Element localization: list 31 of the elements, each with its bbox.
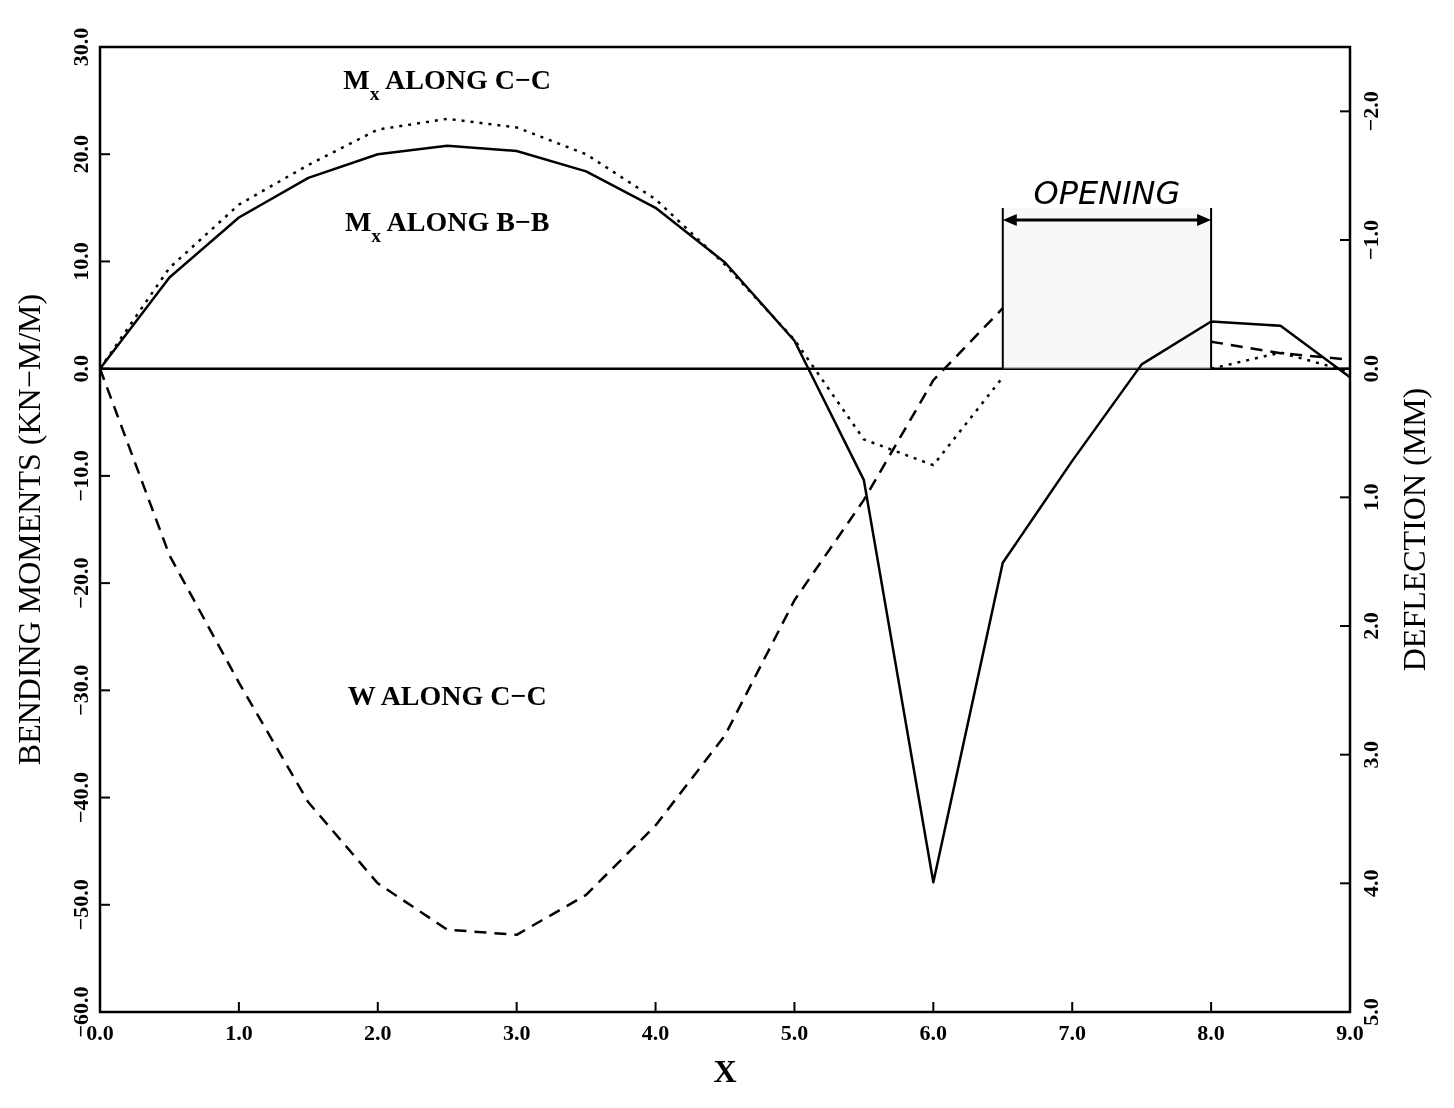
series-label: M$_{x}$ ALONG C−C [343,63,552,104]
x-tick-label: 4.0 [641,1020,670,1045]
y2-tick-label: −1.0 [1358,219,1383,261]
x-axis-title: X [713,1053,737,1089]
x-tick-label: 2.0 [364,1020,392,1045]
y-tick-label: −20.0 [68,557,93,609]
x-tick-label: 5.0 [780,1020,809,1045]
text: W ALONG C−C [347,679,547,711]
y2-tick-label: 1.0 [1358,483,1383,512]
y-tick-label: 30.0 [68,27,93,67]
y2-tick-label: 4.0 [1358,869,1383,898]
y-tick-label: 0.0 [68,354,93,383]
y2-tick-label: −2.0 [1358,91,1383,132]
y-tick-label: −30.0 [68,664,93,716]
x-tick-label: 7.0 [1058,1020,1086,1045]
y-axis-title: BENDING MOMENTS (KN−M/M) [11,293,47,766]
y-tick-label: −40.0 [68,772,93,824]
x-tick-label: 1.0 [225,1020,253,1045]
y2-tick-label: 0.0 [1358,354,1383,383]
y2-tick-label: 2.0 [1358,612,1383,640]
x-tick-label: 3.0 [502,1020,531,1045]
y2-axis-title: DEFLECTION (MM) [1396,387,1432,672]
y-tick-label: 10.0 [68,242,93,281]
series-label: M$_{x}$ ALONG B−B [344,205,550,246]
band-label: OPENING [1033,174,1181,212]
y2-tick-label: 3.0 [1358,740,1383,769]
x-tick-label: 8.0 [1197,1020,1225,1045]
y-tick-label: −10.0 [68,450,93,502]
y-tick-label: 20.0 [68,134,93,174]
x-tick-label: 6.0 [919,1020,948,1045]
y-tick-label: −50.0 [68,879,93,931]
